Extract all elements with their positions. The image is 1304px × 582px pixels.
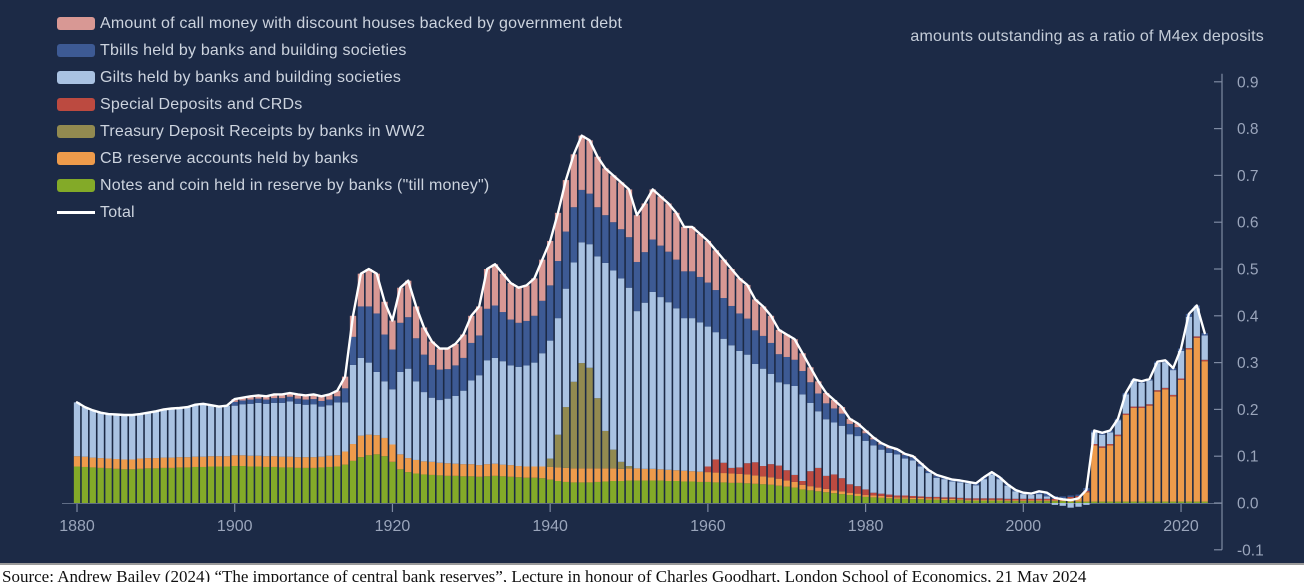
legend-item: Treasury Deposit Receipts by banks in WW…: [57, 118, 622, 145]
chart-canvas: 0.9 0.8 0.7 0.6 0.5 0.4 0.3 0.2 0.1 0.0 -0.1 1880 19…: [0, 0, 1304, 563]
x-tick-label: 1960: [690, 518, 726, 535]
total-line: [75, 134, 1206, 502]
x-tick-label: 1900: [217, 518, 253, 535]
legend-swatch-icon: [57, 71, 95, 84]
legend-label: Amount of call money with discount house…: [100, 14, 623, 32]
y-tick-label: -0.1: [1237, 542, 1264, 559]
x-axis: 1880 1900 1920 1940 1960 1980 2000 2020: [59, 504, 1199, 535]
legend-label: Gilts held by banks and building societi…: [100, 68, 402, 86]
legend-item: Special Deposits and CRDs: [57, 91, 622, 118]
x-tick-label: 1980: [848, 518, 884, 535]
source-caption: Source: Andrew Bailey (2024) “The import…: [2, 567, 1087, 582]
y-tick-label: 0.6: [1237, 215, 1259, 232]
bars-group: [73, 135, 1208, 508]
x-tick-label: 1940: [532, 518, 568, 535]
y-tick-label: 0.3: [1237, 355, 1259, 372]
stacked-bar-plot: 0.9 0.8 0.7 0.6 0.5 0.4 0.3 0.2 0.1 0.0 -0.1 1880 19…: [59, 73, 1264, 559]
legend-item: Amount of call money with discount house…: [57, 10, 622, 37]
y-tick-label: 0.0: [1237, 496, 1259, 513]
y-tick-label: 0.5: [1237, 262, 1259, 279]
chart-annotation: amounts outstanding as a ratio of M4ex d…: [910, 28, 1264, 45]
legend-item: Notes and coin held in reserve by banks …: [57, 172, 622, 199]
y-tick-label: 0.1: [1237, 449, 1259, 466]
y-axis: 0.9 0.8 0.7 0.6 0.5 0.4 0.3 0.2 0.1 0.0 -0.1: [1214, 73, 1264, 559]
legend-swatch-icon: [57, 44, 95, 57]
legend-swatch-icon: [57, 125, 95, 138]
legend-label: Treasury Deposit Receipts by banks in WW…: [100, 122, 426, 140]
legend-swatch-icon: [57, 98, 95, 111]
legend-label: Special Deposits and CRDs: [100, 95, 303, 113]
legend-label: Tbills held by banks and building societ…: [100, 41, 407, 59]
legend-swatch-icon: [57, 179, 95, 192]
caption-strip: Source: Andrew Bailey (2024) “The import…: [0, 563, 1304, 582]
legend-item: Gilts held by banks and building societi…: [57, 64, 622, 91]
legend-item-total: Total: [57, 199, 622, 226]
legend-item: Tbills held by banks and building societ…: [57, 37, 622, 64]
legend-swatch-icon: [57, 17, 95, 30]
legend: Amount of call money with discount house…: [57, 10, 622, 226]
legend-item: CB reserve accounts held by banks: [57, 145, 622, 172]
x-tick-label: 2000: [1006, 518, 1042, 535]
x-tick-label: 1920: [375, 518, 411, 535]
y-tick-label: 0.4: [1237, 308, 1259, 325]
y-tick-label: 0.7: [1237, 168, 1259, 185]
y-tick-label: 0.9: [1237, 74, 1259, 91]
legend-label: Total: [100, 203, 135, 221]
total-line-swatch-icon: [57, 211, 95, 214]
legend-label: CB reserve accounts held by banks: [100, 149, 359, 167]
x-tick-label: 2020: [1163, 518, 1199, 535]
y-tick-label: 0.2: [1237, 402, 1259, 419]
legend-label: Notes and coin held in reserve by banks …: [100, 176, 490, 194]
legend-swatch-icon: [57, 152, 95, 165]
y-tick-label: 0.8: [1237, 121, 1259, 138]
x-tick-label: 1880: [59, 518, 95, 535]
